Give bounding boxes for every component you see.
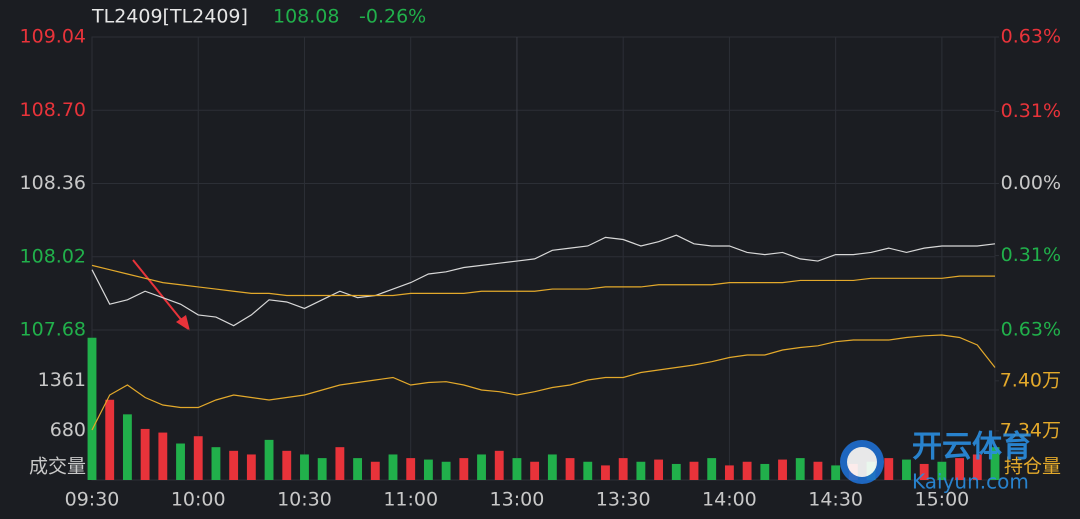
volume-bar — [441, 461, 451, 480]
volume-bar — [990, 447, 1000, 480]
volume-bar — [618, 458, 628, 480]
volume-bar — [707, 458, 717, 480]
y-tick-label: 109.04 — [20, 26, 86, 48]
y-tick-label: 108.70 — [20, 99, 86, 121]
watermark-brand: 开云体育 — [912, 430, 1032, 465]
y-tick-label: 1361 — [38, 369, 86, 391]
x-tick-label: 09:30 — [65, 489, 120, 511]
watermark: 开云体育 Kaiyun.com — [840, 430, 1032, 494]
volume-bar — [140, 428, 150, 480]
open-interest-line — [91, 334, 996, 431]
volume-bar — [919, 463, 929, 480]
volume-bar — [937, 461, 947, 480]
volume-bar — [335, 447, 345, 480]
volume-bar — [423, 459, 433, 480]
volume-bar — [831, 465, 841, 480]
volume-bar — [87, 337, 97, 480]
x-tick-label: 14:30 — [808, 489, 863, 511]
volume-bar — [547, 454, 557, 480]
volume-bar — [193, 436, 203, 480]
volume-bar — [902, 459, 911, 480]
volume-bar — [955, 458, 965, 480]
volume-bar — [388, 454, 398, 480]
volume-bar — [884, 458, 894, 480]
volume-bar — [406, 458, 416, 480]
last-price: 108.08 — [273, 6, 339, 28]
volume-bar — [317, 458, 327, 480]
volume-bar — [158, 432, 168, 480]
volume-bar — [760, 463, 770, 480]
volume-bar — [565, 458, 575, 480]
volume-bar — [636, 461, 646, 480]
change: -0.26% — [359, 6, 426, 28]
volume-bar — [583, 461, 593, 480]
volume-bar — [353, 458, 363, 480]
x-tick-label: 10:30 — [277, 489, 332, 511]
volume-bar — [211, 447, 221, 480]
x-tick-label: 14:00 — [702, 489, 757, 511]
y-tick-label: 108.36 — [20, 172, 86, 194]
y2-tick-label: 0.63% — [1001, 26, 1061, 48]
volume-bar — [512, 458, 522, 480]
y-axis-label: 成交量 — [29, 456, 86, 478]
y2-tick-label: 0.31% — [1001, 100, 1061, 122]
volume-bar — [246, 454, 256, 480]
volume-bar — [300, 454, 309, 480]
y-tick-label: 107.68 — [20, 319, 86, 341]
volume-bar — [972, 454, 982, 480]
annotation-arrow — [132, 259, 190, 331]
y2-tick-label: 7.34万 — [1000, 419, 1061, 441]
volume-bar — [176, 443, 185, 480]
volume-bar — [459, 458, 469, 480]
volume-bar — [671, 463, 681, 480]
y-tick-label: 680 — [50, 419, 86, 441]
volume-bar — [601, 465, 610, 480]
volume-bar — [724, 465, 734, 480]
x-tick-label: 13:00 — [490, 489, 545, 511]
price-line — [91, 264, 995, 297]
x-tick-label: 13:30 — [596, 489, 651, 511]
volume-bar — [477, 454, 486, 480]
x-tick-label: 10:00 — [171, 489, 226, 511]
volume-bar — [494, 450, 504, 480]
volume-bar — [654, 459, 664, 480]
volume-bar — [105, 399, 115, 480]
volume-bar — [813, 461, 823, 480]
x-tick-label: 15:00 — [914, 489, 969, 511]
volume-bar — [282, 450, 292, 480]
volume-bar — [370, 461, 380, 480]
volume-bar — [530, 461, 540, 480]
volume-bar — [778, 459, 787, 480]
price-line — [91, 234, 996, 327]
volume-bar — [689, 461, 699, 480]
y2-tick-label: 7.40万 — [1000, 369, 1061, 391]
volume-bar — [229, 450, 239, 480]
watermark-site: Kaiyun.com — [912, 470, 1029, 494]
y2-tick-label: 0.00% — [1001, 172, 1061, 194]
y2-axis-label: 持仓量 — [1004, 456, 1061, 478]
watermark-ball — [847, 447, 877, 477]
volume-bar — [264, 439, 274, 480]
x-tick-label: 11:00 — [383, 489, 438, 511]
volume-bar — [795, 458, 805, 480]
volume-bar — [742, 461, 752, 480]
y-tick-label: 108.02 — [20, 245, 86, 267]
symbol: TL2409[TL2409] — [91, 6, 248, 28]
y2-tick-label: 0.63% — [1001, 319, 1061, 341]
volume-bar — [122, 414, 132, 480]
y2-tick-label: 0.31% — [1001, 244, 1061, 266]
